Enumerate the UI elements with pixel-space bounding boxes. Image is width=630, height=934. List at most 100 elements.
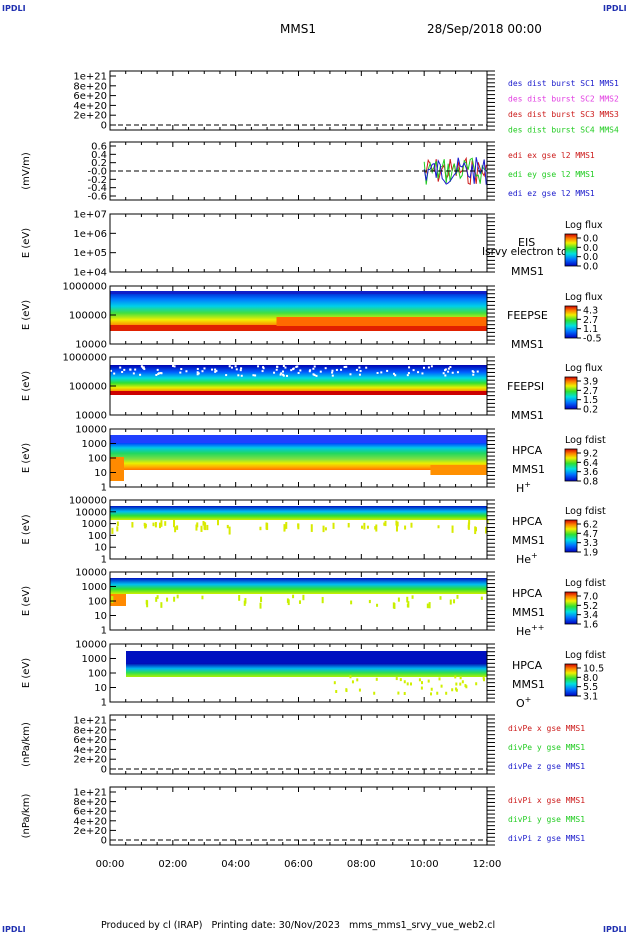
hpca-he2-speck (406, 596, 409, 603)
feepsi-gap (132, 372, 135, 375)
panel-eis: 1e+07 1e+06 1e+05 1e+04 E (eV) EIS MMS1 Isrvy e… (21, 210, 603, 279)
y-tick-label: 6e+20 (73, 91, 107, 102)
feepsi-gap (355, 368, 358, 371)
hpca-o-speck (358, 688, 361, 692)
y-tick-label: 4e+20 (73, 816, 107, 827)
y-tick-label: 1e+21 (73, 72, 107, 83)
hpca-h-top (110, 435, 487, 443)
corner-label-tl: IPDLI (2, 4, 26, 13)
legend-entry: des dist burst SC1 MMS1 (508, 79, 619, 88)
legend-entry: edi ey gse l2 MMS1 (508, 170, 595, 179)
feepsi-gap (211, 368, 214, 371)
hpca-o-speck (403, 691, 406, 695)
hpca-he-speck (152, 522, 155, 527)
x-tick-label: 06:00 (284, 859, 313, 870)
colorbar-title: Log flux (565, 220, 603, 231)
hpca-he2-speck (428, 602, 431, 609)
y-tick-label: 6e+20 (73, 807, 107, 818)
y-tick-label: 1e+06 (73, 229, 107, 240)
hpca-o-speck (430, 687, 433, 691)
y-axis-label: (mV/m) (21, 152, 32, 190)
feepsi-red-band (110, 391, 487, 395)
overlay-text: Isrvy electron to (482, 246, 567, 258)
feepsi-gap (422, 366, 425, 369)
hpca-he-speck (410, 522, 413, 528)
feepsi-gap (412, 369, 415, 372)
feepsi-gap (143, 368, 146, 371)
y-tick-label: 4e+20 (73, 101, 107, 112)
feepsi-gap (312, 373, 315, 376)
y-tick-label: -0.0 (87, 167, 107, 178)
feepsi-gap (280, 372, 283, 375)
hpca-o-speck (454, 687, 457, 691)
legend-entry: des dist burst SC3 MMS3 (508, 110, 619, 119)
hpca-he2-speck (145, 601, 148, 605)
colorbar-tick-label: 3.3 (583, 538, 598, 549)
species-charge: + (525, 695, 532, 704)
hpca-o-speck (461, 680, 464, 684)
feepsi-gap (284, 366, 287, 369)
hpca-he-speck (173, 520, 176, 528)
hpca-he2-speck (259, 602, 262, 609)
hpca-he-speck (160, 520, 163, 527)
hpca-he2-early-burst (110, 594, 126, 606)
feepse-low-band (110, 325, 487, 331)
hpca-o-speck (397, 691, 400, 695)
colorbar-tick-label: 0.0 (583, 262, 598, 273)
hpca-he2-speck (292, 594, 295, 599)
feepsi-gap (417, 371, 420, 374)
feepsi-gap (282, 365, 285, 368)
feepsi-gap (257, 365, 260, 368)
side-label: MMS1 (511, 265, 544, 278)
feepsi-gap (392, 372, 395, 375)
hpca-o-speck (459, 676, 462, 680)
corner-label-br: IPDLI (603, 925, 627, 934)
colorbar-tick-label: 7.0 (583, 592, 598, 603)
hpca-o-speck (421, 681, 424, 685)
hpca-he-speck (474, 527, 477, 532)
panel-frame (109, 213, 488, 273)
feepsi-gap (331, 371, 334, 374)
feepsi-gap (447, 370, 450, 373)
hpca-he2-speck (160, 602, 163, 608)
colorbar-tick-label: 0.0 (583, 234, 598, 245)
feepsi-gap (456, 371, 459, 374)
feepsi-gap (275, 368, 278, 371)
legend-entry: divPi y gse MMS1 (508, 815, 585, 824)
feepsi-gap (119, 366, 122, 369)
feepsi-gap (230, 366, 233, 369)
hpca-he2-speck (411, 595, 414, 599)
feepsi-gap (312, 367, 315, 370)
colorbar (564, 663, 578, 697)
hpca-he-speck (485, 526, 488, 534)
feepsi-gap (185, 370, 188, 373)
colorbar (564, 448, 578, 482)
species-label: H+ (516, 480, 531, 495)
y-axis-label: E (eV) (21, 371, 32, 401)
y-tick-label: 100000 (69, 496, 107, 507)
hpca-he2-speck (302, 594, 305, 601)
date-title: 28/Sep/2018 00:00 (427, 22, 542, 36)
feepsi-gap (262, 366, 265, 369)
hpca-he2-speck (238, 595, 241, 601)
y-tick-label: 6e+20 (73, 735, 107, 746)
hpca-he-speck (467, 522, 470, 530)
feepsi-gap (172, 365, 175, 368)
feepsi-gap (156, 368, 159, 371)
hpca-o-speck (459, 682, 462, 686)
y-tick-label: 1 (101, 555, 107, 566)
feepsi-gap (331, 369, 334, 372)
feepsi-gap (142, 366, 145, 369)
colorbar (564, 519, 578, 553)
colorbar-tick-label: 4.7 (583, 529, 598, 540)
hpca-he-speck (383, 522, 386, 526)
legend-entry: divPe z gse MMS1 (508, 762, 585, 771)
colorbar-tick-label: 8.0 (583, 673, 598, 684)
hpca-he-speck (322, 525, 325, 533)
hpca-o-speck (375, 677, 378, 681)
feepsi-gap (299, 369, 302, 372)
feepsi-gap (444, 374, 447, 377)
